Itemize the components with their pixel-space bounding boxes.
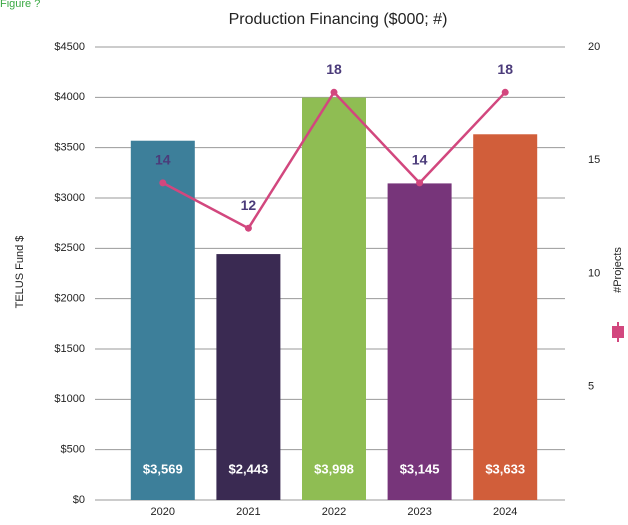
x-tick-label: 2023 [407, 506, 431, 518]
chart-title: Production Financing ($000; #) [229, 11, 448, 28]
y-tick-label: $3500 [54, 142, 85, 154]
y-tick-label: $1000 [54, 393, 85, 405]
x-tick-label: 2021 [236, 506, 260, 518]
x-tick-label: 2024 [493, 506, 517, 518]
y2-tick-label: 10 [588, 267, 600, 279]
y-tick-label: $1500 [54, 343, 85, 355]
line-value-label: 12 [241, 197, 257, 213]
line-point [244, 224, 252, 232]
line-point [501, 88, 509, 96]
y-tick-label: $3000 [54, 192, 85, 204]
y2-tick-label: 20 [588, 41, 600, 53]
line-value-label: 14 [412, 152, 428, 168]
bar [216, 254, 281, 500]
y-tick-label: $2500 [54, 242, 85, 254]
y-tick-label: $2000 [54, 293, 85, 305]
y-tick-label: $4500 [54, 41, 85, 53]
bar [302, 97, 366, 500]
line-point [416, 179, 424, 187]
line-point [159, 179, 167, 187]
bar-value-label: $2,443 [229, 461, 269, 476]
y-axis-label: TELUS Fund $ [14, 236, 26, 309]
line-value-label: 14 [155, 152, 171, 168]
x-tick-label: 2022 [322, 506, 346, 518]
legend-marker [612, 326, 624, 338]
y-tick-label: $0 [73, 494, 85, 506]
x-tick-label: 2020 [151, 506, 175, 518]
bar [387, 183, 452, 501]
line-point [330, 88, 338, 96]
line-value-label: 18 [497, 61, 513, 77]
bar-value-label: $3,569 [143, 461, 183, 476]
y2-tick-label: 15 [588, 154, 600, 166]
bar [473, 134, 538, 500]
caption: Figure ? [0, 0, 40, 10]
line-value-label: 18 [326, 61, 342, 77]
y-tick-label: $500 [61, 444, 85, 456]
bar-value-label: $3,145 [400, 461, 440, 476]
bar-value-label: $3,633 [485, 461, 525, 476]
bar-value-label: $3,998 [314, 461, 354, 476]
bar [130, 140, 195, 500]
y2-tick-label: 5 [588, 381, 594, 393]
y-tick-label: $4000 [54, 91, 85, 103]
legend-label: #Projects [612, 247, 624, 293]
